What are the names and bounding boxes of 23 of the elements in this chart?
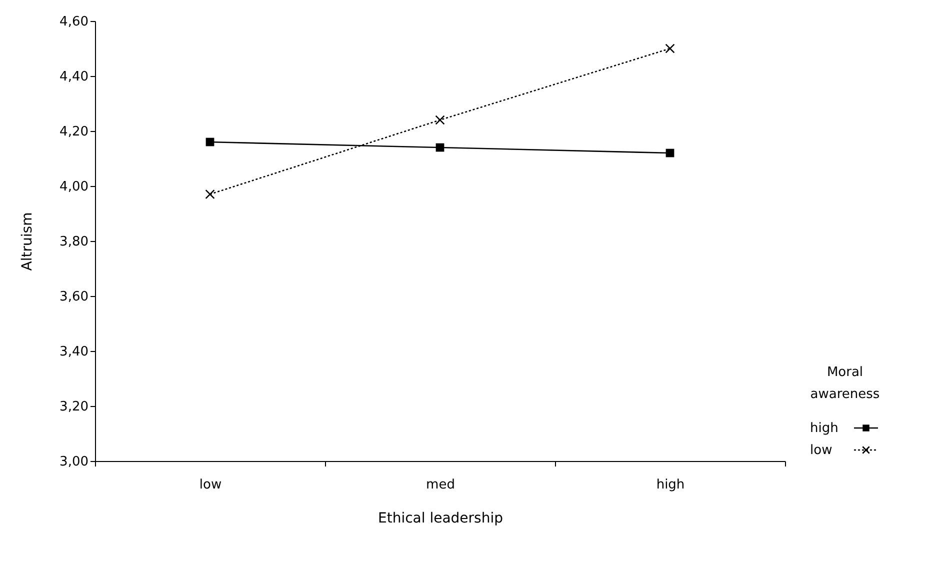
y-tick-label: 3,20: [60, 400, 88, 414]
point: [205, 189, 215, 200]
legend-title: Moral awareness: [810, 365, 880, 402]
y-tick-label: 3,60: [60, 290, 88, 304]
point: [666, 148, 674, 158]
y-tick-label: 4,20: [60, 124, 88, 140]
point: [435, 115, 445, 125]
y-tick-label: 4,60: [60, 14, 88, 30]
point: [206, 138, 214, 146]
point: [436, 143, 444, 152]
x-axis-title: Ethical leadership: [378, 510, 504, 526]
y-tick-label: 3,80: [60, 234, 88, 250]
legend-label: low: [810, 443, 833, 458]
x-tick-label: low: [199, 478, 222, 492]
legend-label: high: [810, 421, 838, 436]
y-tick-label: 4,40: [60, 70, 88, 84]
y-tick-label: 3,00: [60, 454, 88, 470]
x-tick-label: med: [426, 478, 455, 492]
x-tick-label: high: [656, 478, 685, 492]
y-tick-label: 3,40: [60, 344, 88, 360]
y-axis-title: Altruism: [20, 212, 36, 271]
y-tick-label: 4,00: [60, 180, 88, 194]
point: [665, 44, 675, 54]
